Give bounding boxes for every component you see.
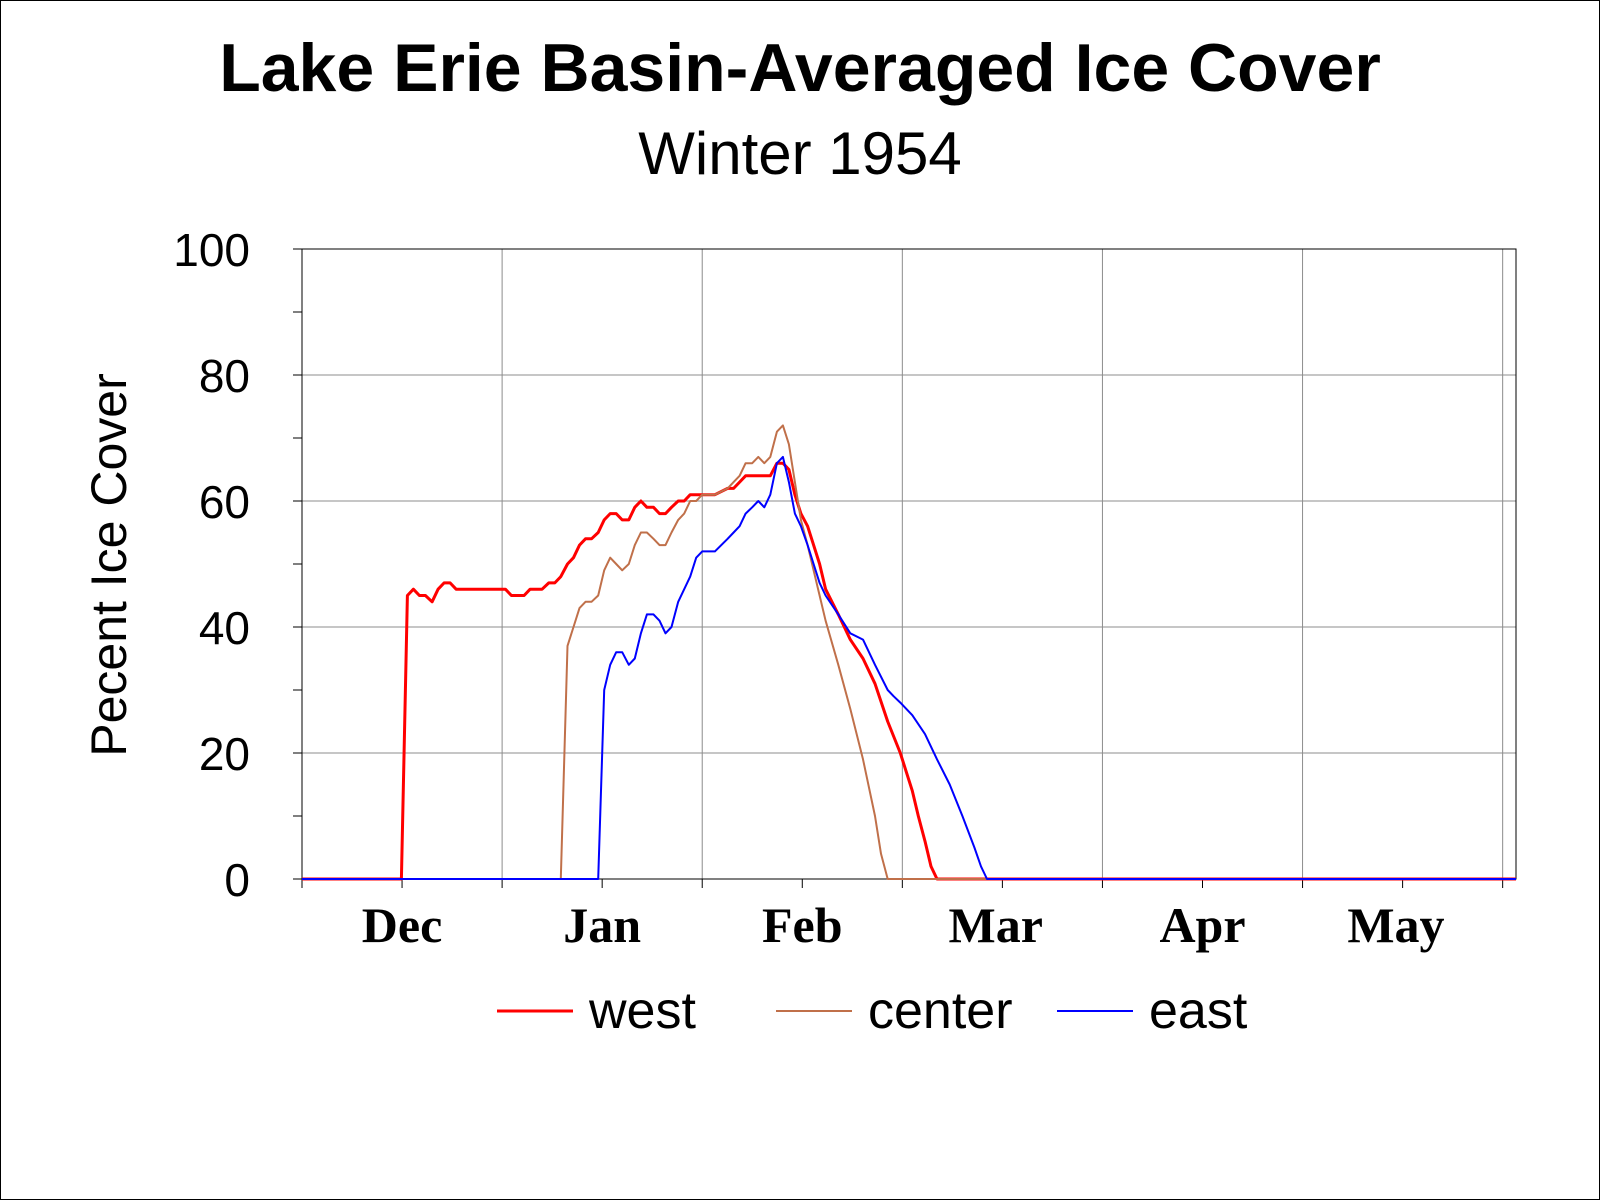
legend-label-center: center bbox=[868, 982, 1013, 1040]
x-tick-label: Jan bbox=[563, 897, 641, 953]
y-tick-label: 80 bbox=[199, 350, 250, 402]
series-line-center bbox=[302, 424, 1516, 880]
y-tick-label: 60 bbox=[199, 476, 250, 528]
legend-label-west: west bbox=[588, 982, 696, 1040]
x-tick-label: Mar bbox=[949, 897, 1043, 953]
series-line-east bbox=[302, 455, 1516, 880]
y-axis-label: Pecent Ice Cover bbox=[81, 373, 137, 757]
x-tick-label: Dec bbox=[362, 897, 443, 953]
x-tick-label: May bbox=[1347, 897, 1444, 953]
axis-ticks bbox=[293, 248, 1504, 888]
grid bbox=[302, 249, 1516, 879]
x-tick-label: Feb bbox=[762, 897, 843, 953]
y-axis-tick-labels: 0 20 40 60 80 100 bbox=[173, 224, 250, 906]
legend-label-east: east bbox=[1149, 982, 1248, 1040]
chart-subtitle: Winter 1954 bbox=[638, 120, 962, 187]
y-tick-label: 100 bbox=[173, 224, 250, 276]
legend: west center east bbox=[497, 982, 1248, 1040]
x-tick-label: Apr bbox=[1159, 897, 1245, 953]
y-tick-label: 0 bbox=[224, 854, 250, 906]
y-tick-label: 20 bbox=[199, 728, 250, 780]
chart-title: Lake Erie Basin-Averaged Ice Cover bbox=[219, 30, 1381, 106]
series-line-west bbox=[302, 461, 1516, 881]
series-lines bbox=[302, 424, 1516, 881]
y-tick-label: 40 bbox=[199, 602, 250, 654]
x-axis-tick-labels: Dec Jan Feb Mar Apr May bbox=[362, 897, 1445, 953]
